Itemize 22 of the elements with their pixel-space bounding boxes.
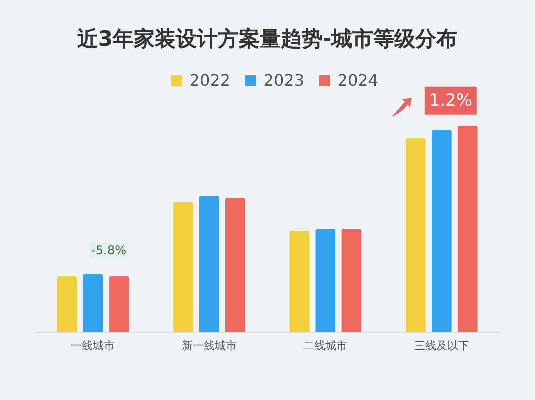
chart-title: 近3年家装设计方案量趋势-城市等级分布 [76,27,458,51]
bar [458,126,478,332]
bar [225,198,246,332]
bar [406,138,426,332]
bar [109,276,130,332]
legend-label: 2024 [338,71,379,90]
legend-label: 2023 [264,71,305,90]
text: 1.2% [429,90,472,111]
legend-label: 2022 [190,71,231,90]
annotation: -5.8% [92,243,127,258]
bar [342,228,362,332]
x-tick-label: 二线城市 [304,340,348,352]
bar [290,231,310,332]
x-tick-label: 一线城市 [71,340,116,352]
bar [83,274,104,332]
bar [57,276,78,332]
bar [199,196,220,332]
bar [432,130,452,332]
x-tick-label: 新一线城市 [182,340,237,352]
bar [173,202,194,332]
x-tick-label: 三线及以下 [414,340,470,352]
bar [316,228,336,332]
